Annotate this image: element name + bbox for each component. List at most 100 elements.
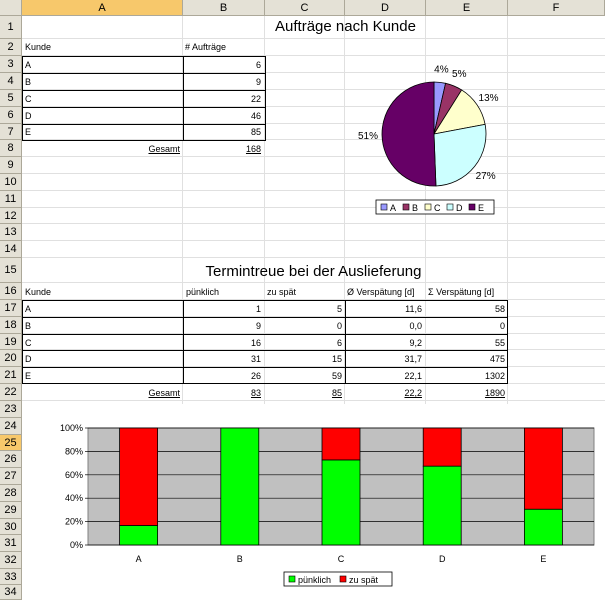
row-header-2[interactable]: 2 (0, 39, 22, 56)
row-header-7[interactable]: 7 (0, 124, 22, 140)
table1-auftraege[interactable]: 85 (250, 127, 261, 137)
table1-header-kunde[interactable]: Kunde (25, 42, 52, 52)
row-header-19[interactable]: 19 (0, 334, 22, 350)
bar-segment-c[interactable] (321, 459, 361, 546)
table1-auftraege[interactable]: 9 (255, 77, 261, 87)
row-header-29[interactable]: 29 (0, 502, 22, 519)
table2-sum[interactable]: 58 (494, 304, 505, 314)
table2-total-sum[interactable]: 1890 (484, 388, 505, 398)
table2-zu-spaet[interactable]: 5 (336, 304, 342, 314)
table2-puenklich[interactable]: 1 (255, 304, 261, 314)
table2-kunde[interactable]: D (25, 354, 32, 364)
row-header-22[interactable]: 22 (0, 384, 22, 401)
row-header-9[interactable]: 9 (0, 157, 22, 174)
row-header-11[interactable]: 11 (0, 191, 22, 208)
row-header-33[interactable]: 33 (0, 569, 22, 585)
table2-avg[interactable]: 22,1 (404, 371, 422, 381)
row-header-15[interactable]: 15 (0, 258, 22, 283)
row-header-26[interactable]: 26 (0, 451, 22, 468)
row-header-13[interactable]: 13 (0, 224, 22, 241)
table2-avg[interactable]: 0,0 (409, 321, 422, 331)
bar-segment-b[interactable] (220, 427, 260, 546)
row-header-3[interactable]: 3 (0, 56, 22, 73)
table2-puenklich[interactable]: 16 (250, 338, 261, 348)
column-header-b[interactable]: B (183, 0, 265, 16)
column-header-corner[interactable] (0, 0, 22, 16)
bar-segment-d[interactable] (422, 427, 462, 467)
table2-kunde[interactable]: C (25, 338, 32, 348)
row-header-20[interactable]: 20 (0, 350, 22, 367)
row-header-30[interactable]: 30 (0, 519, 22, 535)
row-header-27[interactable]: 27 (0, 468, 22, 485)
table2-total-puenklich[interactable]: 83 (250, 388, 261, 398)
row-header-18[interactable]: 18 (0, 317, 22, 334)
row-header-17[interactable]: 17 (0, 300, 22, 317)
table2-total-label[interactable]: Gesamt (148, 388, 180, 398)
table2-puenklich[interactable]: 9 (255, 321, 261, 331)
table1-auftraege[interactable]: 46 (250, 111, 261, 121)
table2-zu-spaet[interactable]: 6 (336, 338, 342, 348)
column-header-f[interactable]: F (508, 0, 605, 16)
row-header-8[interactable]: 8 (0, 140, 22, 157)
table2-zu-spaet[interactable]: 15 (331, 354, 342, 364)
row-header-12[interactable]: 12 (0, 208, 22, 224)
table2-avg[interactable]: 11,6 (405, 304, 422, 314)
table2-kunde[interactable]: E (25, 371, 32, 381)
stacked-bar-chart[interactable]: 0% 20% 40% 60% 80% 100% A B C D E pünklich zu spät (22, 404, 605, 600)
row-header-34[interactable]: 34 (0, 585, 22, 600)
table2-header-kunde[interactable]: Kunde (25, 287, 52, 297)
row-header-6[interactable]: 6 (0, 107, 22, 124)
bar-segment-a[interactable] (119, 525, 158, 546)
table2-zu-spaet[interactable]: 0 (336, 321, 342, 331)
row-header-5[interactable]: 5 (0, 90, 22, 107)
table2-header-puenklich[interactable]: pünklich (186, 287, 220, 297)
table2-kunde[interactable]: A (25, 304, 32, 314)
table2-zu-spaet[interactable]: 59 (331, 371, 342, 381)
row-header-28[interactable]: 28 (0, 485, 22, 502)
pie-chart[interactable]: 4% 5% 13% 27% 51% A B C D E (266, 56, 506, 226)
row-header-16[interactable]: 16 (0, 283, 22, 300)
table1-kunde[interactable]: B (25, 77, 32, 87)
table1-kunde[interactable]: A (25, 60, 32, 70)
table2-kunde[interactable]: B (25, 321, 32, 331)
table1-header-auftraege[interactable]: # Aufträge (185, 42, 227, 52)
table1-total-value[interactable]: 168 (245, 144, 261, 154)
column-header-e[interactable]: E (426, 0, 508, 16)
column-header-d[interactable]: D (345, 0, 426, 16)
row-header-31[interactable]: 31 (0, 535, 22, 552)
bar-segment-c[interactable] (321, 427, 361, 461)
row-header-23[interactable]: 23 (0, 401, 22, 418)
table2-sum[interactable]: 1302 (484, 371, 505, 381)
table2-puenklich[interactable]: 31 (250, 354, 261, 364)
row-header-32[interactable]: 32 (0, 552, 22, 569)
table2-sum[interactable]: 475 (489, 354, 505, 364)
table1-kunde[interactable]: D (25, 111, 32, 121)
table1-auftraege[interactable]: 22 (250, 94, 261, 104)
table2-puenklich[interactable]: 26 (250, 371, 261, 381)
table2-header-sum[interactable]: Σ Verspätung [d] (428, 287, 495, 297)
table1-total-label[interactable]: Gesamt (148, 144, 180, 154)
table1-kunde[interactable]: C (25, 94, 32, 104)
column-header-a[interactable]: A (22, 0, 183, 16)
row-header-24[interactable]: 24 (0, 418, 22, 435)
bar-segment-d[interactable] (422, 465, 462, 546)
table2-total-avg[interactable]: 22,2 (404, 388, 422, 398)
row-header-10[interactable]: 10 (0, 174, 22, 191)
table2-total-zu-spaet[interactable]: 85 (331, 388, 342, 398)
table2-header-avg[interactable]: Ø Verspätung [d] (347, 287, 415, 297)
row-header-25[interactable]: 25 (0, 435, 22, 451)
bar-segment-e[interactable] (523, 427, 563, 510)
table2-avg[interactable]: 31,7 (404, 354, 422, 364)
row-header-1[interactable]: 1 (0, 16, 22, 39)
table2-sum[interactable]: 0 (499, 321, 505, 331)
table1-kunde[interactable]: E (25, 127, 32, 137)
column-header-c[interactable]: C (265, 0, 345, 16)
table1-auftraege[interactable]: 6 (255, 60, 261, 70)
row-header-14[interactable]: 14 (0, 241, 22, 258)
pie-slice-d[interactable] (433, 123, 487, 187)
row-header-21[interactable]: 21 (0, 367, 22, 384)
table2-sum[interactable]: 55 (494, 338, 505, 348)
table2-header-zu-spaet[interactable]: zu spät (267, 287, 297, 297)
bar-segment-a[interactable] (119, 427, 158, 526)
bar-segment-e[interactable] (523, 508, 563, 546)
